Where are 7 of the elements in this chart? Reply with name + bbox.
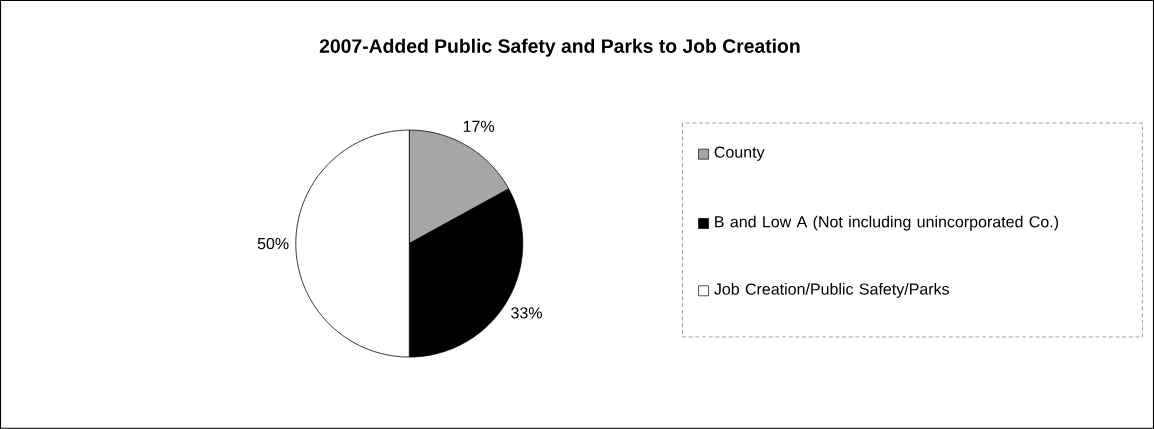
data-label: 17% [463, 120, 495, 132]
chart-title: 2007-Added Public Safety and Parks to Job Creation [319, 38, 800, 57]
data-label: 33% [511, 307, 542, 319]
legend-label: County [714, 146, 765, 161]
data-label: 50% [257, 237, 289, 250]
legend-label: Job Creation/Public Safety/Parks [714, 283, 950, 298]
legend-label: B and Low A (Not including unincorporated Co.) [715, 215, 1059, 231]
